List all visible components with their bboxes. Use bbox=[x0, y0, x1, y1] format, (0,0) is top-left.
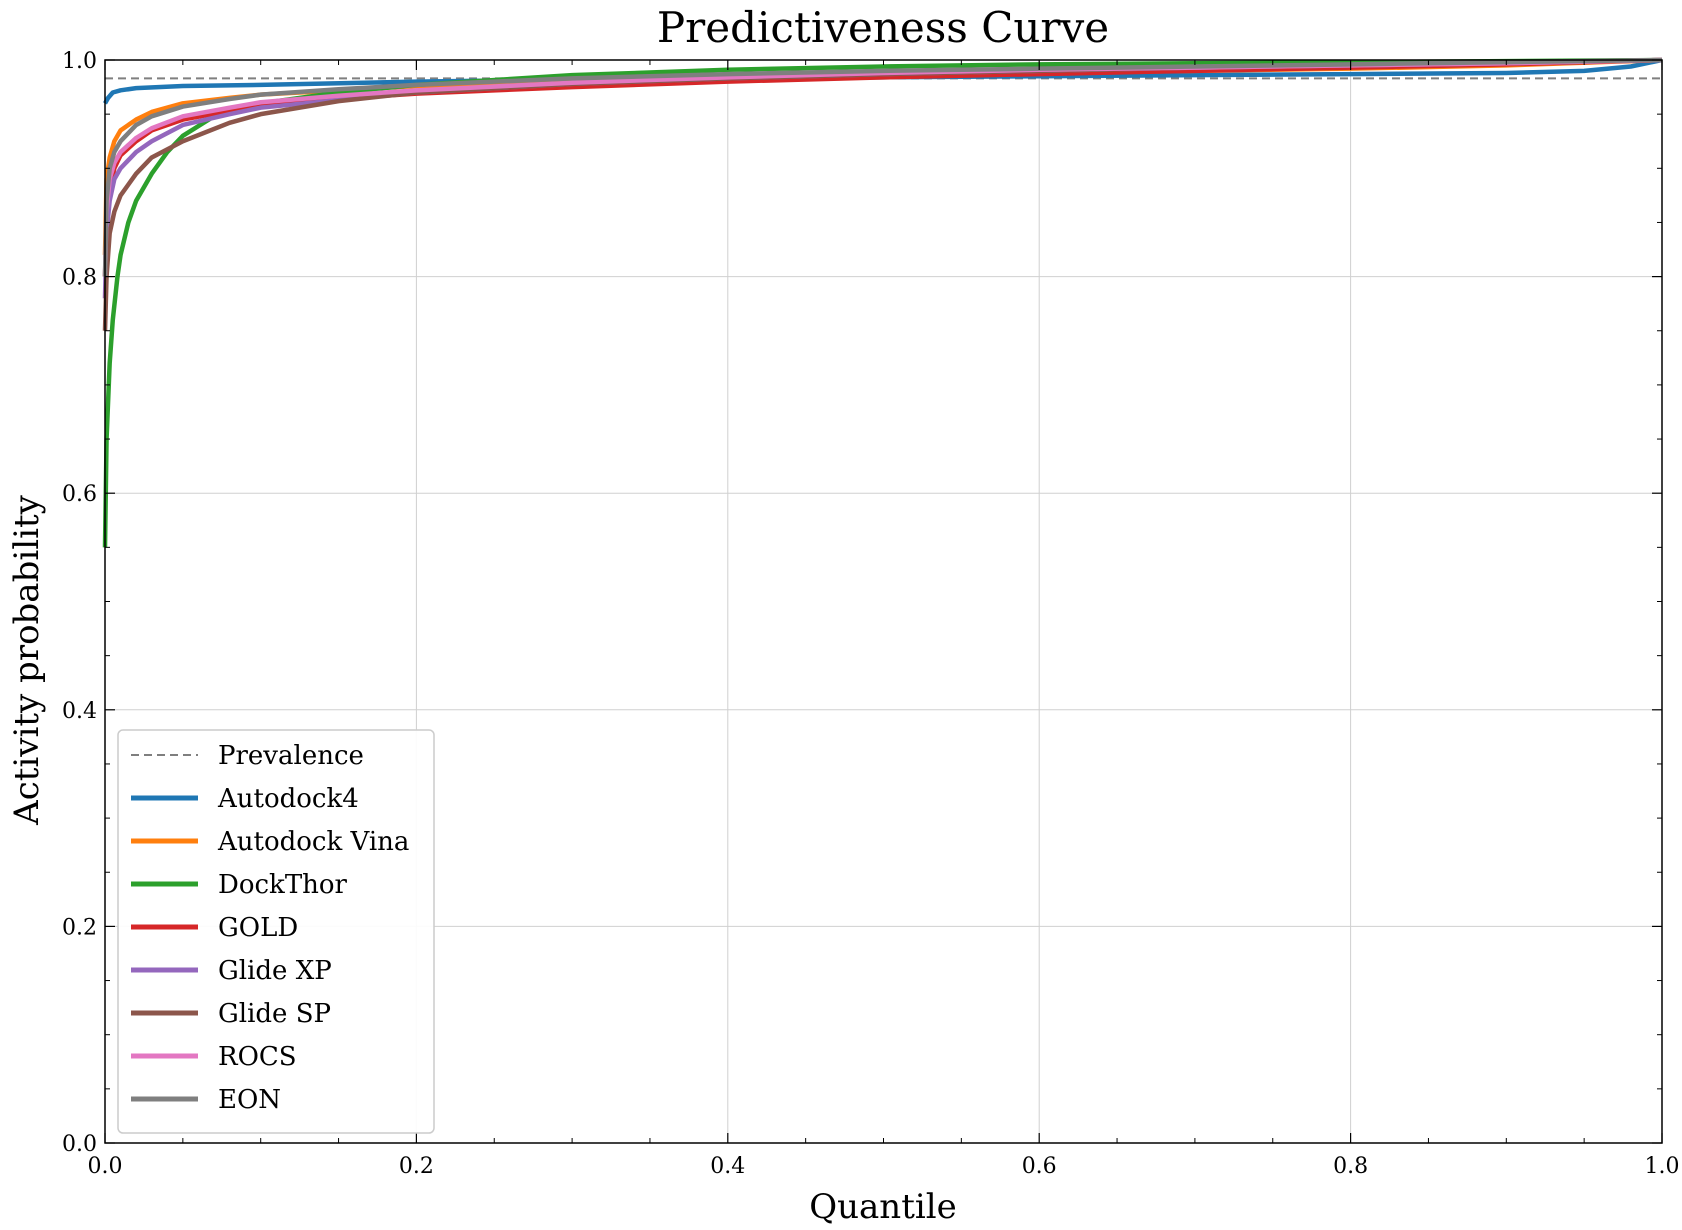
y-axis-title: Activity probability bbox=[7, 494, 47, 825]
legend-label-glide-sp: Glide SP bbox=[218, 999, 331, 1029]
x-tick-label: 0.0 bbox=[88, 1154, 123, 1179]
plot-frame bbox=[104, 59, 1663, 1144]
x-axis-title: Quantile bbox=[809, 1187, 956, 1227]
series-line-eon bbox=[102, 57, 1663, 277]
tick-labels: 0.0 0.2 0.4 0.6 0.8 1.0 0.0 0.2 0.4 0.6 0.8 1.0 bbox=[62, 49, 1680, 1179]
series-line-glide-sp bbox=[102, 57, 1663, 331]
x-tick-label: 0.6 bbox=[1022, 1154, 1057, 1179]
legend-label-prevalence: Prevalence bbox=[218, 741, 364, 771]
y-tick-label: 0.8 bbox=[62, 266, 97, 291]
plot-border bbox=[104, 59, 1663, 1144]
series-layer bbox=[102, 57, 1663, 548]
legend-box bbox=[117, 729, 435, 1134]
legend-label-rocs: ROCS bbox=[218, 1042, 297, 1072]
x-tick-label: 0.4 bbox=[710, 1154, 745, 1179]
y-tick-label: 0.0 bbox=[62, 1132, 97, 1157]
legend-label-glide-xp: Glide XP bbox=[218, 956, 332, 986]
legend: Prevalence Autodock4 Autodock Vina DockThor… bbox=[117, 729, 435, 1134]
legend-label-autodock-vina: Autodock Vina bbox=[217, 827, 409, 857]
legend-label-dockthor: DockThor bbox=[218, 870, 348, 900]
series-line-dockthor bbox=[102, 57, 1663, 548]
y-tick-label: 0.4 bbox=[62, 699, 97, 724]
y-tick-label: 0.6 bbox=[62, 482, 97, 507]
x-tick-label: 1.0 bbox=[1645, 1154, 1680, 1179]
y-tick-label: 0.2 bbox=[62, 915, 97, 940]
legend-label-autodock4: Autodock4 bbox=[217, 784, 359, 814]
x-tick-label: 0.2 bbox=[399, 1154, 434, 1179]
legend-label-gold: GOLD bbox=[218, 913, 298, 943]
legend-label-eon: EON bbox=[218, 1085, 281, 1115]
x-tick-label: 0.8 bbox=[1333, 1154, 1368, 1179]
chart-title: Predictiveness Curve bbox=[657, 3, 1109, 52]
y-tick-label: 1.0 bbox=[62, 49, 97, 74]
